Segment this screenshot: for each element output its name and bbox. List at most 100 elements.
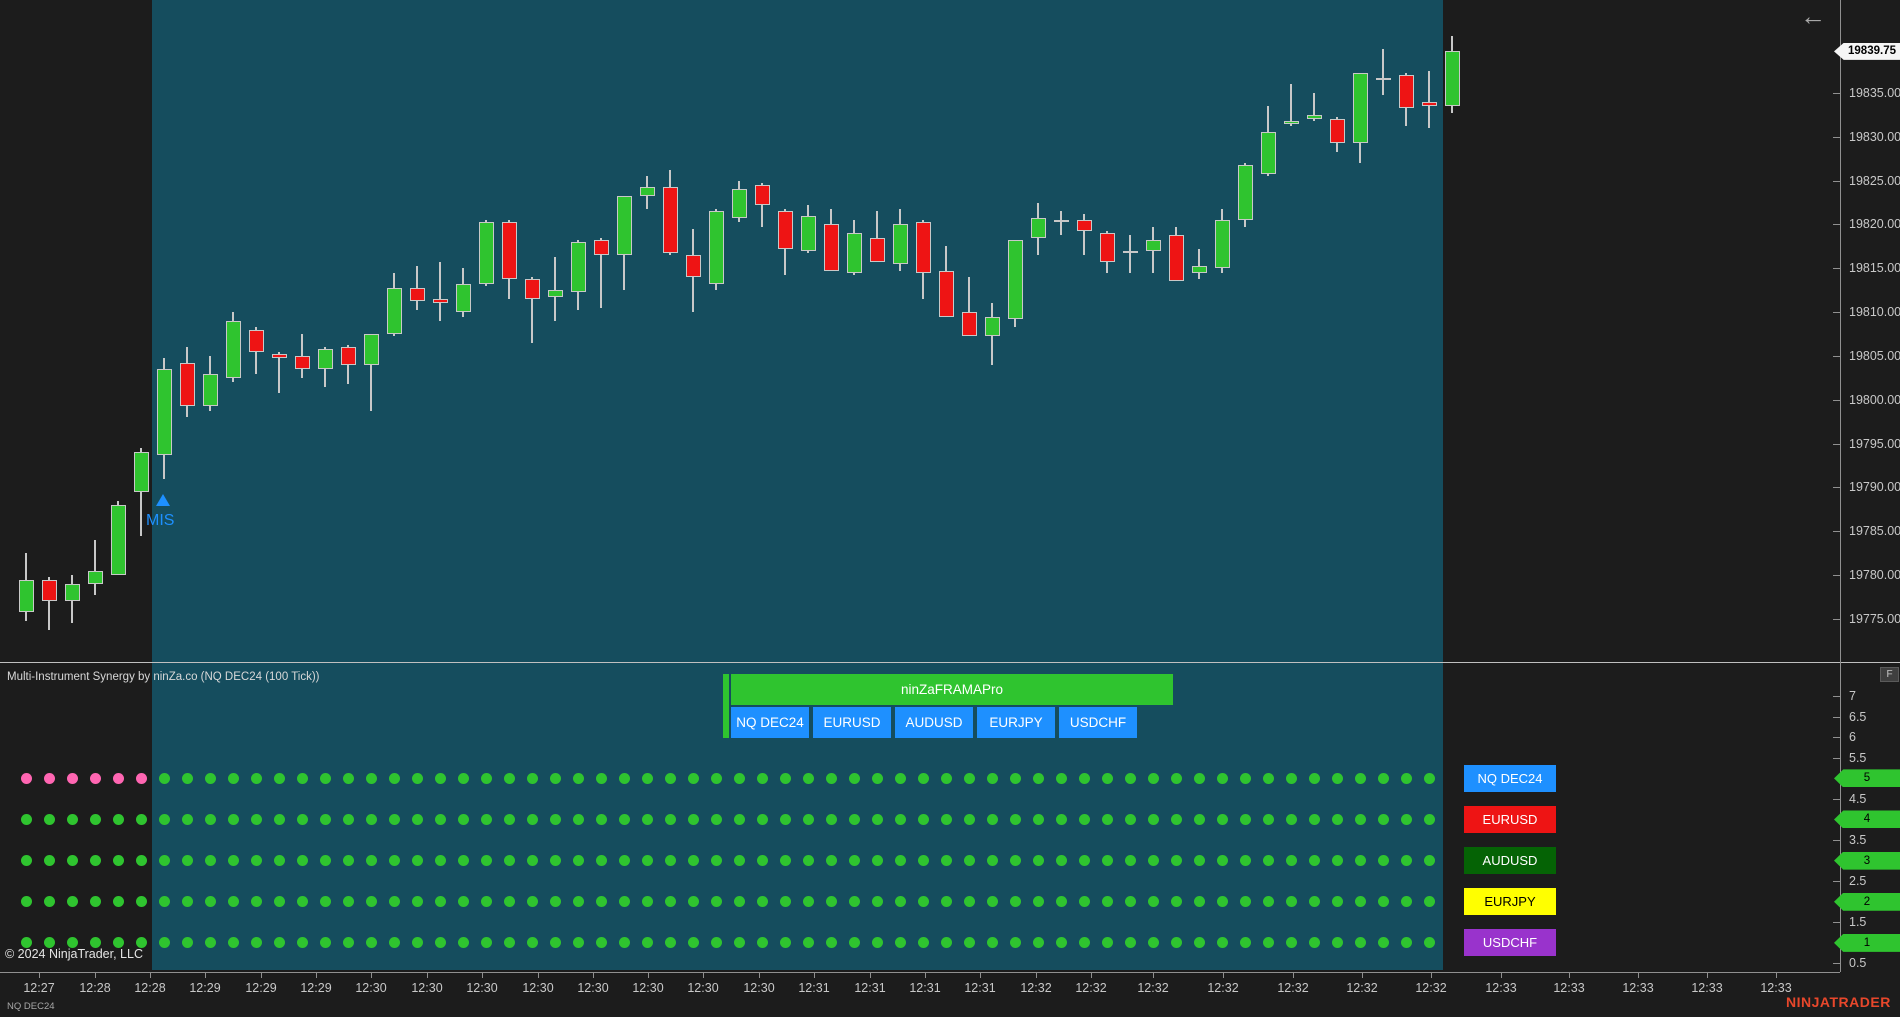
indicator-dot (43, 813, 55, 825)
time-tick-label: 12:30 (577, 981, 609, 995)
indicator-dot (181, 813, 193, 825)
indicator-dot (250, 937, 262, 949)
indicator-dot (1078, 855, 1090, 867)
indicator-dot (1262, 896, 1274, 908)
instrument-badge[interactable]: EURUSD (1464, 805, 1556, 833)
indicator-dot (894, 896, 906, 908)
indicator-dot (871, 937, 883, 949)
indicator-dot (1423, 813, 1435, 825)
indicator-dot (158, 772, 170, 784)
indicator-dot (1170, 772, 1182, 784)
indicator-dot (986, 772, 998, 784)
chart-tab-label[interactable]: NQ DEC24 (7, 1001, 55, 1012)
indicator-dot (1400, 813, 1412, 825)
synergy-instrument-button[interactable]: USDCHF (1059, 707, 1137, 738)
indicator-dot (296, 813, 308, 825)
indicator-dot (66, 813, 78, 825)
indicator-dot (1124, 937, 1136, 949)
price-tick-label: 19815.00 (1849, 261, 1900, 276)
indicator-dot (1377, 855, 1389, 867)
candle-down (1375, 77, 1391, 80)
instrument-badge[interactable]: AUDUSD (1464, 847, 1556, 875)
time-tick-label: 12:29 (245, 981, 277, 995)
indicator-dot (1170, 813, 1182, 825)
panel-divider[interactable] (0, 662, 1900, 663)
candle-up (547, 290, 563, 297)
synergy-instrument-button[interactable]: NQ DEC24 (731, 707, 809, 738)
indicator-dot (319, 772, 331, 784)
synergy-instrument-button[interactable]: AUDUSD (895, 707, 973, 738)
indicator-dot (917, 813, 929, 825)
synergy-instrument-button[interactable]: EURUSD (813, 707, 891, 738)
candle-down (1398, 75, 1414, 109)
indicator-dot (1354, 855, 1366, 867)
synergy-banner-title[interactable]: ninZaFRAMAPro (731, 674, 1173, 705)
indicator-dot (365, 813, 377, 825)
indicator-dot (1377, 896, 1389, 908)
candle-up (1145, 239, 1161, 251)
candle-down (1421, 101, 1437, 107)
indicator-dot (43, 937, 55, 949)
indicator-dot (296, 937, 308, 949)
price-tick-label: 19830.00 (1849, 129, 1900, 144)
synergy-instrument-button[interactable]: EURJPY (977, 707, 1055, 738)
candle-down (340, 347, 356, 365)
candle-down (294, 355, 310, 370)
indicator-dot (1101, 772, 1113, 784)
indicator-dot (595, 813, 607, 825)
candle-up (1306, 114, 1322, 120)
indicator-dot (549, 772, 561, 784)
indicator-dot (365, 896, 377, 908)
instrument-badge[interactable]: USDCHF (1464, 929, 1556, 957)
indicator-dot (1147, 855, 1159, 867)
indicator-dot (250, 813, 262, 825)
indicator-dot (1400, 896, 1412, 908)
time-tickmark (1036, 972, 1037, 978)
indicator-dot (434, 896, 446, 908)
indicator-dot (1262, 855, 1274, 867)
candle-up (455, 283, 471, 313)
back-arrow-icon[interactable]: ← (1800, 1, 1826, 31)
time-tick-label: 12:33 (1485, 981, 1517, 995)
indicator-f-button[interactable]: F (1880, 667, 1899, 682)
indicator-dot (1009, 855, 1021, 867)
time-axis[interactable] (0, 972, 1840, 973)
indicator-dot (733, 855, 745, 867)
candle-wick (370, 334, 372, 411)
indicator-dot (1101, 855, 1113, 867)
candle-down (1168, 235, 1184, 282)
indicator-dot (503, 772, 515, 784)
indicator-dot (503, 813, 515, 825)
instrument-badge[interactable]: NQ DEC24 (1464, 764, 1556, 792)
indicator-dot (1285, 937, 1297, 949)
indicator-dot (710, 772, 722, 784)
indicator-dot (1032, 896, 1044, 908)
candle-wick (1129, 235, 1131, 273)
instrument-badge[interactable]: EURJPY (1464, 888, 1556, 916)
price-tick-label: 19810.00 (1849, 305, 1900, 320)
time-tick-label: 12:32 (1020, 981, 1052, 995)
indicator-dot (595, 855, 607, 867)
price-tickmark (1833, 575, 1840, 577)
indicator-dot (1170, 855, 1182, 867)
indicator-dot (1055, 813, 1067, 825)
candle-up (892, 224, 908, 264)
indicator-dot (1354, 772, 1366, 784)
indicator-dot (618, 772, 630, 784)
price-tickmark (1833, 180, 1840, 182)
price-axis[interactable] (1840, 0, 1841, 972)
indicator-value-marker: 1 (1834, 933, 1900, 952)
indicator-dot (618, 896, 630, 908)
time-tickmark (814, 972, 815, 978)
indicator-dot (572, 855, 584, 867)
indicator-dot (135, 772, 147, 784)
indicator-dot (1331, 855, 1343, 867)
candle-up (1283, 121, 1299, 124)
indicator-dot (1285, 772, 1297, 784)
indicator-dot (342, 855, 354, 867)
price-tickmark (1833, 312, 1840, 314)
indicator-dot (20, 855, 32, 867)
candle-up (616, 196, 632, 256)
indicator-dot (204, 937, 216, 949)
